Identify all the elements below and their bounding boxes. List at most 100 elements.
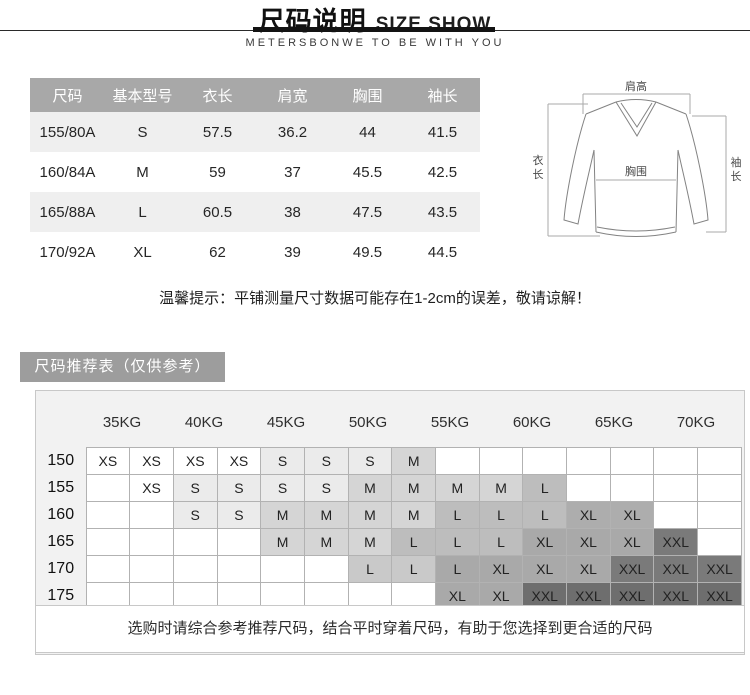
size-table-cell: 44.5 bbox=[427, 243, 458, 261]
size-cell: XXL bbox=[653, 555, 699, 583]
size-cell: XS bbox=[129, 447, 174, 475]
size-cell bbox=[653, 447, 699, 475]
size-cell: M bbox=[260, 501, 305, 529]
size-cell: S bbox=[172, 501, 218, 529]
height-label: 160 bbox=[47, 506, 75, 523]
size-cell: M bbox=[303, 501, 349, 529]
size-cell bbox=[172, 528, 218, 556]
size-table-cell: 155/80A bbox=[30, 112, 105, 152]
size-cell bbox=[697, 447, 742, 475]
size-cell: M bbox=[260, 528, 305, 556]
weight-label: 50KG bbox=[348, 413, 388, 431]
size-cell: XL bbox=[566, 555, 611, 583]
recommend-row: 170 L L L XL XL XL XXL XXL XXL bbox=[36, 555, 742, 583]
size-cell: M bbox=[347, 474, 393, 502]
size-cell: M bbox=[391, 501, 436, 529]
size-table-cell: S bbox=[105, 112, 180, 152]
right-sleeve-line bbox=[677, 113, 709, 225]
size-table-cell: 43.5 bbox=[405, 192, 480, 232]
vneck-inner-line bbox=[620, 102, 653, 128]
size-cell: M bbox=[303, 528, 349, 556]
size-cell: M bbox=[391, 447, 436, 475]
size-cell: L bbox=[522, 474, 568, 502]
size-cell: S bbox=[216, 474, 262, 502]
divider-bar bbox=[253, 27, 495, 32]
size-cell: XXL bbox=[697, 555, 742, 583]
left-sleeve-line bbox=[563, 113, 595, 225]
size-cell: M bbox=[391, 474, 436, 502]
size-table: 尺码 基本型号 衣长 肩宽 胸围 袖长 155/80A S 57.5 36.2 44 41.5 160… bbox=[30, 78, 480, 272]
size-table-header-cell: 胸围 bbox=[330, 78, 405, 112]
size-cell: M bbox=[435, 474, 480, 502]
size-cell: XL bbox=[522, 555, 568, 583]
length-measure-line bbox=[547, 103, 600, 237]
size-cell: S bbox=[303, 474, 349, 502]
size-table-header-cell: 尺码 bbox=[30, 78, 105, 112]
size-cell bbox=[85, 528, 131, 556]
size-cell bbox=[85, 501, 131, 529]
size-cell: L bbox=[435, 501, 480, 529]
size-cell: XL bbox=[609, 501, 655, 529]
size-cell: S bbox=[172, 474, 218, 502]
size-table-cell: 37 bbox=[284, 163, 301, 181]
size-table-cell: XL bbox=[133, 243, 152, 261]
size-cell bbox=[303, 555, 349, 583]
size-cell: L bbox=[435, 528, 480, 556]
size-cell: S bbox=[303, 447, 349, 475]
size-table-cell: 42.5 bbox=[427, 163, 458, 181]
size-cell bbox=[435, 447, 480, 475]
size-cell: L bbox=[522, 501, 568, 529]
recommend-section-title: 尺码推荐表（仅供参考） bbox=[20, 352, 225, 382]
size-cell bbox=[653, 474, 699, 502]
size-table-cell: 170/92A bbox=[39, 243, 96, 261]
size-cell: L bbox=[347, 555, 393, 583]
size-cell: L bbox=[391, 528, 436, 556]
size-cell bbox=[609, 447, 655, 475]
size-cell bbox=[566, 447, 611, 475]
size-cell: S bbox=[260, 474, 305, 502]
size-cell: L bbox=[391, 555, 436, 583]
size-cell: XS bbox=[85, 447, 131, 475]
size-cell: M bbox=[347, 528, 393, 556]
sweater-diagram-icon: 肩高 胸围 衣长 袖长 bbox=[533, 79, 742, 237]
recommend-grid: 150 XS XS XS XS S S S M 155 XS S S S S M M M M L 160 S S M M M M L L… bbox=[36, 447, 742, 610]
weight-label: 55KG bbox=[430, 413, 470, 431]
size-cell bbox=[697, 474, 742, 502]
size-cell bbox=[85, 555, 131, 583]
size-cell bbox=[522, 447, 568, 475]
size-cell: XXL bbox=[609, 555, 655, 583]
body-hem-line bbox=[593, 149, 679, 237]
recommend-grid-body: 150 XS XS XS XS S S S M 155 XS S S S S M M M M L 160 S S M M M M L L… bbox=[36, 447, 742, 610]
recommend-row: 165 M M M L L L XL XL XL XXL bbox=[36, 528, 742, 556]
size-cell: S bbox=[216, 501, 262, 529]
size-table-cell: 165/88A bbox=[30, 192, 105, 232]
height-label: 155 bbox=[47, 479, 75, 496]
size-table-cell: 44 bbox=[330, 112, 405, 152]
size-table-row: 160/84A M 59 37 45.5 42.5 bbox=[30, 152, 480, 192]
size-cell bbox=[260, 555, 305, 583]
size-table-cell: 45.5 bbox=[352, 163, 383, 181]
weight-label: 45KG bbox=[266, 413, 306, 431]
size-cell: L bbox=[478, 501, 524, 529]
shoulder-line bbox=[585, 101, 687, 115]
size-table-cell: 39 bbox=[284, 243, 301, 261]
garment-diagram: 肩高 胸围 衣长 袖长 bbox=[528, 74, 746, 256]
size-cell: XL bbox=[609, 528, 655, 556]
size-cell: XL bbox=[566, 528, 611, 556]
size-table-cell: 60.5 bbox=[180, 192, 255, 232]
recommend-row: 155 XS S S S S M M M M L bbox=[36, 474, 742, 502]
size-table-cell: L bbox=[105, 192, 180, 232]
recommend-row: 160 S S M M M M L L L XL XL bbox=[36, 501, 742, 529]
measure-tip: 温馨提示：平铺测量尺寸数据可能存在1-2cm的误差，敬请谅解！ bbox=[159, 290, 591, 307]
size-table-cell: 36.2 bbox=[255, 112, 330, 152]
size-cell: XL bbox=[566, 501, 611, 529]
weight-header-row: 35KG 40KG 45KG 50KG 55KG 60KG 65KG 70KG bbox=[99, 391, 719, 447]
size-cell bbox=[697, 528, 742, 556]
size-cell bbox=[478, 447, 524, 475]
size-cell: XXL bbox=[653, 528, 699, 556]
size-cell bbox=[697, 501, 742, 529]
size-cell: XS bbox=[129, 474, 174, 502]
size-table-cell: 49.5 bbox=[352, 243, 383, 261]
height-label: 170 bbox=[47, 560, 75, 577]
